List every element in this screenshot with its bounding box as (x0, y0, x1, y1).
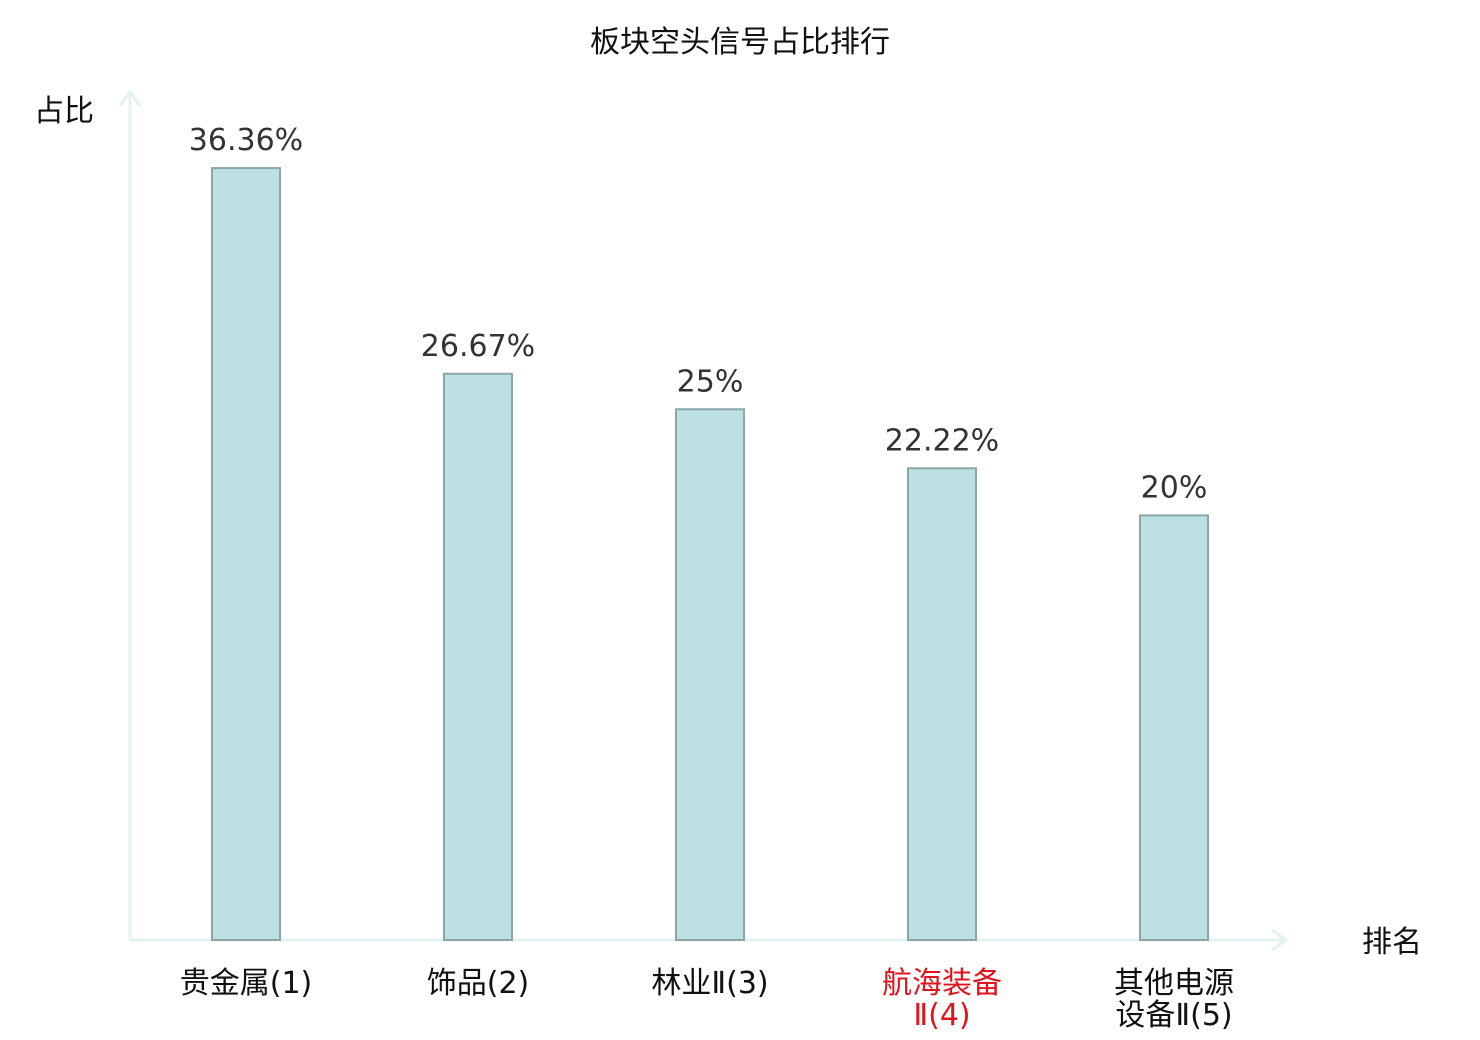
category-label: 贵金属(1) (180, 966, 313, 1001)
bar (1139, 514, 1209, 942)
bar (675, 408, 745, 941)
bar (211, 167, 281, 941)
category-label: 航海装备 (882, 966, 1002, 1001)
bar (443, 372, 513, 941)
chart-title: 板块空头信号占比排行 (590, 25, 890, 60)
bar (907, 467, 977, 941)
value-label: 36.36% (189, 123, 303, 158)
category-label: Ⅱ(4) (913, 998, 970, 1033)
value-label: 25% (677, 364, 744, 399)
x-axis-label: 排名 (1362, 925, 1422, 960)
y-axis (118, 89, 142, 940)
category-label: 林业Ⅱ(3) (651, 966, 768, 1001)
value-label: 26.67% (421, 329, 535, 364)
value-labels: 36.36% 26.67% 25% 22.22% 20% (189, 123, 1208, 505)
value-label: 22.22% (885, 423, 999, 458)
y-axis-label: 占比 (34, 94, 94, 129)
category-label: 饰品(2) (427, 966, 530, 1001)
bars (211, 167, 1209, 942)
category-label: 设备Ⅱ(5) (1115, 998, 1232, 1033)
value-label: 20% (1141, 470, 1208, 505)
category-label: 其他电源 (1114, 966, 1234, 1001)
